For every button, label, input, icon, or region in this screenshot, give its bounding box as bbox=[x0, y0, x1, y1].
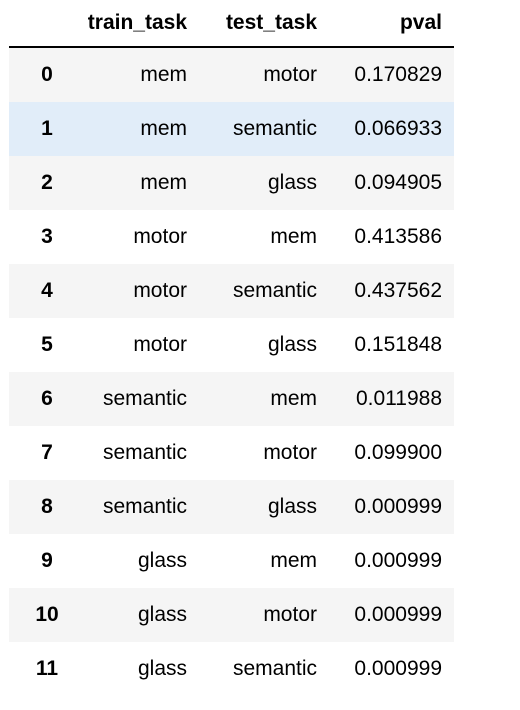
cell-test-task: mem bbox=[270, 549, 317, 572]
row-index: 5 bbox=[41, 333, 53, 356]
cell-train-task: semantic bbox=[102, 387, 187, 410]
row-index: 11 bbox=[35, 657, 59, 680]
cell-train-task: glass bbox=[137, 549, 187, 572]
cell-pval: 0.151848 bbox=[354, 333, 442, 356]
row-index: 0 bbox=[41, 63, 53, 86]
cell-train-task: motor bbox=[133, 333, 187, 356]
cell-test-task: glass bbox=[267, 333, 317, 356]
table-row: 10 glass motor 0.000999 bbox=[9, 588, 454, 642]
row-index: 6 bbox=[41, 387, 53, 410]
cell-pval: 0.094905 bbox=[354, 171, 442, 194]
table-row: 8 semantic glass 0.000999 bbox=[9, 480, 454, 534]
table-row: 6 semantic mem 0.011988 bbox=[9, 372, 454, 426]
cell-pval: 0.099900 bbox=[354, 441, 442, 464]
cell-pval: 0.170829 bbox=[354, 63, 442, 86]
table-row: 11 glass semantic 0.000999 bbox=[9, 642, 454, 696]
table-row: 9 glass mem 0.000999 bbox=[9, 534, 454, 588]
cell-test-task: mem bbox=[270, 387, 317, 410]
header-row: train_task test_task pval bbox=[9, 0, 454, 48]
cell-test-task: motor bbox=[263, 603, 317, 626]
cell-test-task: glass bbox=[267, 495, 317, 518]
cell-pval: 0.000999 bbox=[354, 657, 442, 680]
table-row: 7 semantic motor 0.099900 bbox=[9, 426, 454, 480]
row-index: 7 bbox=[41, 441, 53, 464]
cell-train-task: semantic bbox=[102, 495, 187, 518]
cell-train-task: motor bbox=[133, 279, 187, 302]
table-row: 2 mem glass 0.094905 bbox=[9, 156, 454, 210]
table-row: 3 motor mem 0.413586 bbox=[9, 210, 454, 264]
column-header-test-task: test_task bbox=[199, 0, 329, 48]
cell-train-task: glass bbox=[137, 603, 187, 626]
row-index: 4 bbox=[41, 279, 53, 302]
cell-test-task: semantic bbox=[232, 279, 317, 302]
row-index: 9 bbox=[41, 549, 53, 572]
cell-train-task: motor bbox=[133, 225, 187, 248]
table-row: 0 mem motor 0.170829 bbox=[9, 47, 454, 102]
cell-train-task: glass bbox=[137, 657, 187, 680]
cell-pval: 0.066933 bbox=[354, 117, 442, 140]
table-body: 0 mem motor 0.170829 1 mem semantic 0.066933 2 me… bbox=[9, 47, 454, 696]
row-index: 3 bbox=[41, 225, 53, 248]
column-header-train-task: train_task bbox=[73, 0, 199, 48]
cell-test-task: motor bbox=[263, 63, 317, 86]
table-row: 5 motor glass 0.151848 bbox=[9, 318, 454, 372]
cell-pval: 0.011988 bbox=[355, 387, 442, 410]
cell-pval: 0.000999 bbox=[354, 603, 442, 626]
row-index: 10 bbox=[35, 603, 59, 626]
cell-test-task: semantic bbox=[232, 657, 317, 680]
cell-train-task: mem bbox=[140, 117, 187, 140]
cell-test-task: glass bbox=[267, 171, 317, 194]
cell-train-task: mem bbox=[140, 171, 187, 194]
table-row: 1 mem semantic 0.066933 bbox=[9, 102, 454, 156]
cell-pval: 0.437562 bbox=[354, 279, 442, 302]
cell-train-task: semantic bbox=[102, 441, 187, 464]
dataframe-table: train_task test_task pval 0 mem motor 0.170… bbox=[9, 0, 454, 696]
table-row: 4 motor semantic 0.437562 bbox=[9, 264, 454, 318]
cell-test-task: motor bbox=[263, 441, 317, 464]
row-index: 2 bbox=[41, 171, 53, 194]
cell-test-task: mem bbox=[270, 225, 317, 248]
cell-test-task: semantic bbox=[232, 117, 317, 140]
row-index: 1 bbox=[41, 117, 53, 140]
index-column-header bbox=[9, 0, 73, 48]
cell-pval: 0.000999 bbox=[354, 549, 442, 572]
dataframe-output: train_task test_task pval 0 mem motor 0.170… bbox=[9, 0, 454, 696]
cell-pval: 0.413586 bbox=[354, 225, 442, 248]
table-header: train_task test_task pval bbox=[9, 0, 454, 48]
cell-pval: 0.000999 bbox=[354, 495, 442, 518]
row-index: 8 bbox=[41, 495, 53, 518]
cell-train-task: mem bbox=[140, 63, 187, 86]
column-header-pval: pval bbox=[329, 0, 454, 48]
